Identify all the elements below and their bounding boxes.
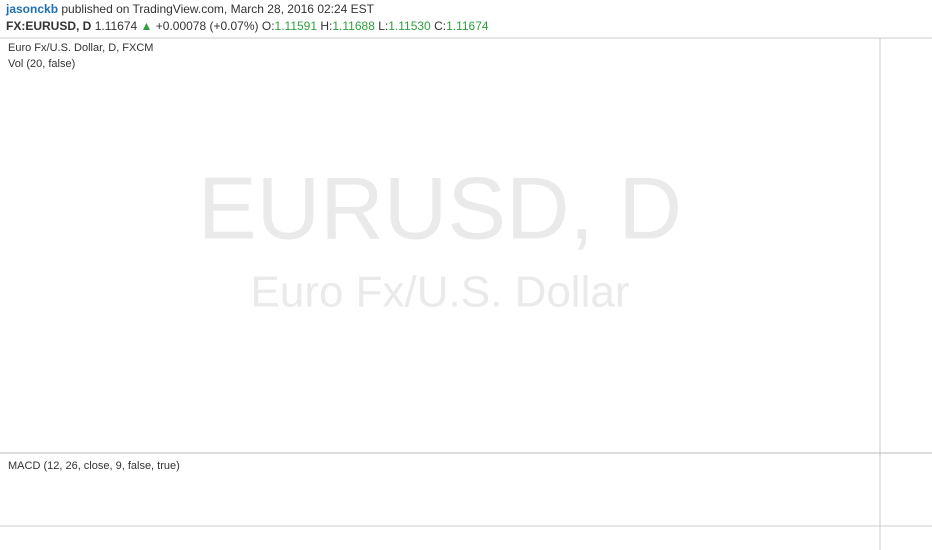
high-label: H: xyxy=(320,19,333,33)
watermark-description: Euro Fx/U.S. Dollar xyxy=(251,268,630,317)
quote-line: FX:EURUSD, D 1.11674 ▲ +0.00078 (+0.07%)… xyxy=(6,19,489,33)
open-label: O: xyxy=(261,19,275,33)
change: +0.00078 (+0.07%) xyxy=(155,19,259,33)
change-arrow: ▲ xyxy=(140,19,153,33)
close-label: C: xyxy=(434,19,447,33)
low-label: L: xyxy=(378,19,389,33)
open-value: 1.11591 xyxy=(274,19,318,33)
volume-title: Vol (20, false) xyxy=(8,58,75,70)
series-title: Euro Fx/U.S. Dollar, D, FXCM xyxy=(8,42,153,54)
watermark-symbol: EURUSD, D xyxy=(198,158,682,257)
low-value: 1.11530 xyxy=(388,19,431,33)
publish-line: jasonckb published on TradingView.com, M… xyxy=(6,2,374,16)
close-value: 1.11674 xyxy=(446,19,489,33)
last-price: 1.11674 xyxy=(94,19,138,33)
author[interactable]: jasonckb xyxy=(6,2,59,16)
publish-info: published on TradingView.com, March 28, … xyxy=(61,2,375,16)
macd-title: MACD (12, 26, close, 9, false, true) xyxy=(8,460,180,472)
high-value: 1.11688 xyxy=(332,19,375,33)
symbol[interactable]: FX:EURUSD, D xyxy=(6,19,92,33)
